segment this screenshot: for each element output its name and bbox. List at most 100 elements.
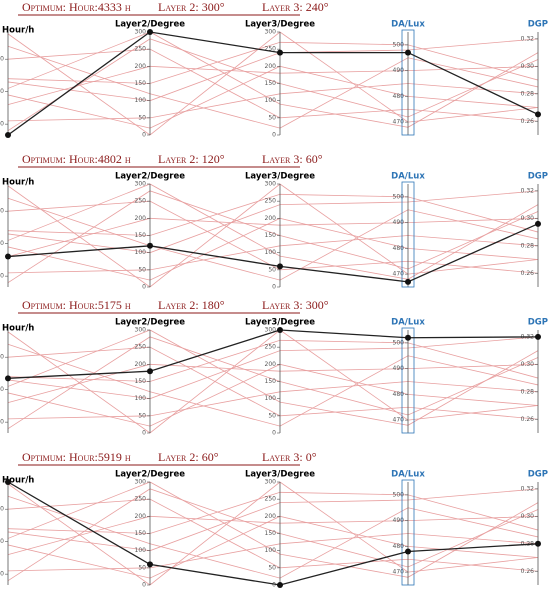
tick-label: 100 [135, 547, 147, 554]
tick-label: 250 [135, 198, 147, 205]
tick-label: 250 [265, 46, 277, 53]
tick-label: 300 [135, 29, 147, 36]
tick-label: 470 [393, 119, 405, 126]
axis-label: Layer3/Degree [245, 470, 315, 480]
tick-label: 300 [135, 181, 147, 188]
axis-label: Hour/h [2, 476, 34, 486]
optimum-point [535, 540, 541, 547]
tick-label: 0 [272, 284, 276, 291]
tick-label: 470 [393, 569, 405, 576]
tick-label: 4500 [0, 419, 4, 426]
tick-label: 0.28 [521, 90, 535, 97]
tick-label: 480 [393, 391, 405, 398]
tick-label: 150 [135, 530, 147, 537]
tick-label: 50 [138, 266, 146, 273]
optimum-point [147, 242, 153, 249]
brush-box [401, 181, 415, 288]
tick-label: 490 [393, 365, 405, 372]
panel-title: Layer 2: 300° [158, 0, 225, 14]
panel-title: Layer 2: 60° [158, 450, 219, 464]
tick-label: 5500 [0, 354, 4, 361]
tick-label: 150 [265, 378, 277, 385]
tick-label: 100 [265, 249, 277, 256]
tick-label: 250 [265, 344, 277, 351]
tick-label: 500 [393, 339, 405, 346]
tick-label: 50 [138, 564, 146, 571]
optimum-point [5, 375, 11, 382]
tick-label: 150 [135, 378, 147, 385]
tick-label: 300 [135, 479, 147, 486]
optimum-point [147, 368, 153, 375]
tick-label: 300 [135, 327, 147, 334]
tick-label: 300 [265, 181, 277, 188]
tick-label: 0.32 [521, 187, 535, 194]
panel-title: Layer 3: 300° [262, 298, 329, 312]
tick-label: 0 [142, 582, 146, 589]
panel-title: Layer 2: 180° [158, 298, 225, 312]
axis-label: Layer3/Degree [245, 318, 315, 328]
tick-label: 250 [135, 496, 147, 503]
tick-label: 150 [265, 80, 277, 87]
tick-label: 250 [265, 198, 277, 205]
tick-label: 250 [265, 496, 277, 503]
tick-label: 200 [265, 361, 277, 368]
optimum-point [277, 263, 283, 270]
axis-label: Layer3/Degree [245, 20, 315, 30]
tick-label: 150 [265, 232, 277, 239]
tick-label: 300 [265, 29, 277, 36]
tick-label: 0 [272, 132, 276, 139]
brush-box [401, 29, 415, 136]
axis-label: Hour/h [2, 178, 34, 188]
tick-label: 50 [268, 564, 276, 571]
panel-title: Optimum: Hour:4333 h [22, 0, 131, 14]
axis-label: DGP [528, 318, 548, 328]
tick-label: 0.26 [521, 118, 535, 125]
axis-label: DGP [528, 20, 548, 30]
tick-label: 200 [265, 215, 277, 222]
tick-label: 150 [135, 232, 147, 239]
tick-label: 480 [393, 245, 405, 252]
axis-label: Layer2/Degree [115, 318, 185, 328]
tick-label: 490 [393, 67, 405, 74]
tick-label: 5500 [0, 506, 4, 513]
tick-label: 50 [268, 412, 276, 419]
tick-label: 200 [135, 215, 147, 222]
optimum-point [147, 29, 153, 35]
panel-title: Optimum: Hour:5919 h [22, 450, 131, 464]
tick-label: 150 [135, 80, 147, 87]
tick-label: 5000 [0, 240, 4, 247]
optimum-point [5, 132, 11, 138]
axis-label: DA/Lux [391, 20, 425, 30]
optimum-point [277, 582, 283, 588]
axis-label: Layer3/Degree [245, 172, 315, 182]
panel: Optimum: Hour:4802 h Layer 2: 120° Layer 3… [0, 152, 548, 291]
panel: Optimum: Hour:5919 h Layer 2: 60° Layer 3:… [0, 450, 548, 589]
axis-label: DA/Lux [391, 470, 425, 480]
panel: Optimum: Hour:5175 h Layer 2: 180° Layer 3… [0, 298, 548, 437]
optimum-point [405, 49, 411, 56]
brush-box [401, 327, 415, 434]
tick-label: 0 [142, 132, 146, 139]
tick-label: 490 [393, 219, 405, 226]
optimum-point [535, 333, 541, 340]
axis-label: Layer2/Degree [115, 20, 185, 30]
axis-label: Hour/h [2, 26, 34, 36]
tick-label: 250 [135, 46, 147, 53]
optimum-point [405, 548, 411, 555]
tick-label: 0.28 [521, 388, 535, 395]
tick-label: 250 [135, 344, 147, 351]
tick-label: 0.30 [521, 63, 535, 70]
tick-label: 0 [142, 430, 146, 437]
panel: Optimum: Hour:4333 h Layer 2: 300° Layer 3… [0, 0, 548, 139]
tick-label: 0.30 [521, 215, 535, 222]
tick-label: 5000 [0, 386, 4, 393]
panel-title: Layer 3: 60° [262, 152, 323, 166]
tick-label: 100 [265, 547, 277, 554]
tick-label: 100 [135, 249, 147, 256]
tick-label: 0.26 [521, 416, 535, 423]
tick-label: 470 [393, 417, 405, 424]
axis-label: DGP [528, 172, 548, 182]
tick-label: 300 [265, 479, 277, 486]
panel-title: Layer 2: 120° [158, 152, 225, 166]
tick-label: 5000 [0, 538, 4, 545]
